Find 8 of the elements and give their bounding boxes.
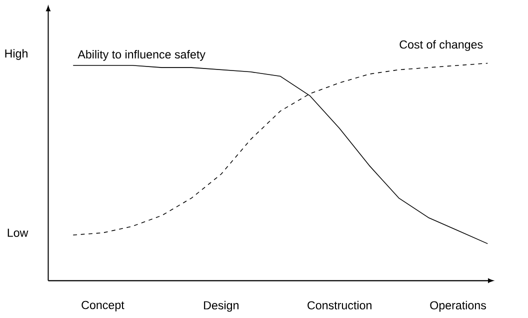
- x-tick-label: Concept: [82, 300, 124, 312]
- x-tick-label: Design: [204, 300, 238, 312]
- text: High: [5, 48, 28, 60]
- x-tick-label: Construction: [308, 300, 372, 310]
- text: Low: [8, 228, 28, 237]
- series-label: Ability to influence safety: [78, 50, 206, 61]
- x-tick-label: Operations: [430, 300, 486, 312]
- series-label: Cost of changes: [400, 40, 483, 51]
